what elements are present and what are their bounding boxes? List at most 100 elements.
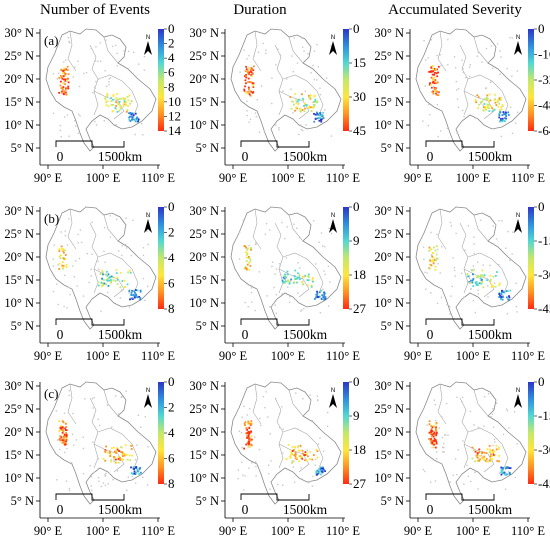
north-arrow-icon: N bbox=[514, 388, 522, 408]
y-axis-label: 25° N bbox=[374, 49, 404, 63]
colorbar: 0 -15 -30 -45 bbox=[528, 199, 550, 316]
map-panel-r3-c2: 30° N 25° N 20° N 15° N 10° N 5° N 90° E 100° E… bbox=[185, 368, 366, 546]
y-axis-label: 5° N bbox=[11, 141, 34, 155]
map-svg: 30° N 25° N 20° N 15° N 10° N 5° N 90° E 100° E… bbox=[4, 374, 175, 538]
column-title-number-of-events: Number of Events bbox=[40, 2, 150, 18]
colorbar-tick-label: -15 bbox=[538, 408, 550, 423]
north-arrow-icon: N bbox=[329, 35, 337, 55]
north-arrow-icon: N bbox=[329, 388, 337, 408]
map-svg: 30° N 25° N 20° N 15° N 10° N 5° N 90° E 100° E… bbox=[374, 374, 550, 538]
svg-text:N: N bbox=[331, 213, 335, 219]
y-axis-label: 30° N bbox=[189, 204, 219, 218]
y-axis-label: 15° N bbox=[4, 448, 34, 462]
x-axis-label: 90° E bbox=[404, 524, 433, 538]
colorbar-tick-label: 6 bbox=[168, 276, 175, 291]
y-axis-label: 10° N bbox=[189, 471, 219, 485]
y-axis-label: 15° N bbox=[374, 95, 404, 109]
colorbar-tick-label: 0 bbox=[538, 374, 545, 389]
scale-bar-end: 1500km bbox=[98, 327, 143, 342]
svg-text:N: N bbox=[516, 213, 520, 219]
colorbar-tick-label: 10 bbox=[168, 94, 181, 109]
colorbar-tick-label: 18 bbox=[353, 267, 366, 282]
colorbar-tick-label: 4 bbox=[168, 250, 175, 265]
colorbar-tick-label: 0 bbox=[353, 21, 360, 36]
colorbar-tick-label: 0 bbox=[353, 199, 360, 214]
y-axis-label: 20° N bbox=[189, 250, 219, 264]
colorbar-tick-label: 0 bbox=[168, 21, 175, 36]
event-dots bbox=[422, 219, 518, 315]
region-outline bbox=[415, 381, 527, 505]
scale-bar: 0 1500km bbox=[425, 318, 513, 342]
country-border bbox=[473, 389, 489, 417]
scale-bar-start: 0 bbox=[57, 149, 64, 164]
y-axis-label: 25° N bbox=[374, 227, 404, 241]
country-border bbox=[67, 208, 77, 250]
country-border bbox=[473, 36, 489, 64]
region-outline bbox=[230, 28, 342, 152]
scale-bar-start: 0 bbox=[427, 502, 434, 517]
y-axis-label: 5° N bbox=[196, 319, 219, 333]
colorbar-tick-label: -45 bbox=[538, 301, 550, 316]
y-axis-label: 5° N bbox=[381, 494, 404, 508]
colorbar-tick-label: -32 bbox=[538, 72, 550, 87]
x-axis-label: 90° E bbox=[404, 349, 433, 363]
y-axis-label: 20° N bbox=[4, 72, 34, 86]
event-dots bbox=[52, 37, 146, 138]
map-panel-r2-c3: 30° N 25° N 20° N 15° N 10° N 5° N 90° E 100° E… bbox=[370, 193, 550, 371]
country-border bbox=[93, 90, 125, 120]
colorbar-tick-label: 8 bbox=[168, 79, 175, 94]
y-axis-label: 10° N bbox=[374, 118, 404, 132]
scale-bar-start: 0 bbox=[57, 502, 64, 517]
y-axis-label: 20° N bbox=[374, 425, 404, 439]
x-axis-label: 90° E bbox=[34, 524, 63, 538]
y-axis-label: 10° N bbox=[374, 296, 404, 310]
scale-bar: 0 1500km bbox=[240, 318, 328, 342]
y-axis-label: 15° N bbox=[374, 273, 404, 287]
map-svg: 30° N 25° N 20° N 15° N 10° N 5° N 90° E 100° E… bbox=[374, 21, 550, 185]
scale-bar: 0 1500km bbox=[240, 493, 328, 517]
scale-bar-end: 1500km bbox=[283, 149, 328, 164]
svg-text:N: N bbox=[146, 35, 150, 41]
x-axis-label: 90° E bbox=[219, 524, 248, 538]
colorbar-tick-label: 6 bbox=[168, 65, 175, 80]
colorbar-tick-label: 0 bbox=[538, 21, 545, 36]
x-axis-label: 90° E bbox=[219, 171, 248, 185]
y-axis-label: 30° N bbox=[189, 379, 219, 393]
colorbar-tick-label: 12 bbox=[168, 108, 181, 123]
map-frame bbox=[39, 29, 160, 166]
svg-text:N: N bbox=[146, 213, 150, 219]
column-title-duration: Duration bbox=[233, 2, 287, 18]
svg-text:N: N bbox=[331, 35, 335, 41]
colorbar: 0 9 18 27 bbox=[343, 199, 367, 316]
x-axis-label: 100° E bbox=[456, 524, 491, 538]
x-axis-label: 110° E bbox=[141, 349, 175, 363]
map-svg: 30° N 25° N 20° N 15° N 10° N 5° N 90° E 100° E… bbox=[374, 199, 550, 363]
colorbar-tick-label: 0 bbox=[538, 199, 545, 214]
country-border bbox=[278, 90, 310, 120]
x-axis-label: 90° E bbox=[34, 349, 63, 363]
event-dots bbox=[55, 390, 149, 492]
colorbar-tick-label: 9 bbox=[353, 408, 360, 423]
event-dots bbox=[238, 219, 333, 314]
event-dots bbox=[237, 391, 329, 491]
map-frame bbox=[39, 207, 160, 344]
y-axis-label: 10° N bbox=[189, 118, 219, 132]
map-svg: 30° N 25° N 20° N 15° N 10° N 5° N 90° E 100° E… bbox=[189, 374, 366, 538]
country-border bbox=[252, 208, 262, 250]
y-axis-label: 15° N bbox=[189, 448, 219, 462]
country-border bbox=[97, 74, 139, 116]
scale-bar: 0 1500km bbox=[55, 318, 143, 342]
scale-bar-end: 1500km bbox=[283, 327, 328, 342]
north-arrow-icon: N bbox=[329, 213, 337, 233]
region-outline bbox=[45, 206, 157, 330]
y-axis-label: 20° N bbox=[4, 425, 34, 439]
colorbar: 0 15 30 45 bbox=[343, 21, 366, 138]
map-svg: 30° N 25° N 20° N 15° N 10° N 5° N 90° E 100° E… bbox=[189, 21, 366, 185]
map-frame bbox=[409, 207, 530, 344]
x-axis-label: 100° E bbox=[271, 349, 306, 363]
country-border bbox=[103, 389, 119, 417]
country-border bbox=[252, 383, 262, 425]
y-axis-label: 30° N bbox=[374, 379, 404, 393]
y-axis-label: 15° N bbox=[4, 273, 34, 287]
